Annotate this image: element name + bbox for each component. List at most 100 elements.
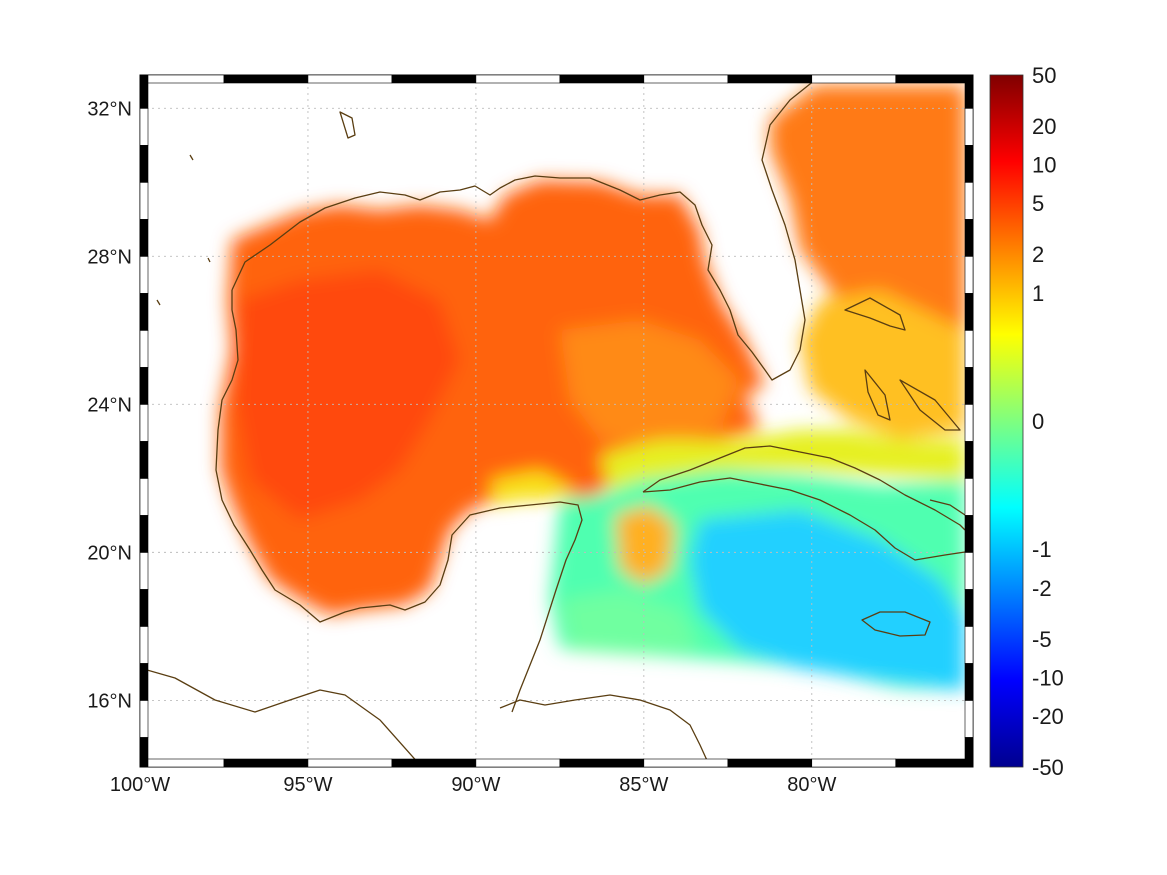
islands-north: [156, 111, 356, 306]
lon-tick-label: 90°W: [451, 774, 500, 796]
frame-segment-top: [307, 74, 393, 84]
graticule: [140, 75, 973, 767]
frame-segment-right: [964, 478, 974, 516]
cuba-coast: [642, 445, 966, 561]
colorbar-tick-label: -20: [1032, 704, 1064, 729]
frame-segment-bottom: [811, 758, 897, 768]
frame-segment-right: [964, 256, 974, 294]
frame-segment-bottom: [391, 758, 477, 768]
lat-tick-label: 32°N: [87, 98, 132, 120]
frame-segment-left: [139, 552, 149, 590]
colorbar-tick-label: -2: [1032, 576, 1052, 601]
frame-segment-bottom: [223, 758, 309, 768]
atlantic-field: [770, 85, 965, 360]
frame-segment-right: [964, 74, 974, 109]
caribbean-cyan: [690, 510, 965, 690]
caribbean-south-green: [560, 590, 700, 655]
frame-segment-right: [964, 182, 974, 220]
frame-segment-right: [964, 663, 974, 701]
frame-segment-right: [964, 330, 974, 368]
frame-segment-left: [139, 219, 149, 257]
frame-segment-left: [139, 256, 149, 294]
frame-segment-left: [139, 589, 149, 627]
colorbar-tick-label: 5: [1032, 191, 1044, 216]
frame-segment-left: [139, 663, 149, 701]
coastlines: [140, 79, 966, 767]
frame-segment-left: [139, 441, 149, 479]
frame-segment-left: [139, 330, 149, 368]
data-field: [220, 85, 965, 690]
frame-segment-bottom: [139, 758, 225, 768]
frame-segment-top: [391, 74, 477, 84]
lon-tick-label: 100°W: [110, 774, 170, 796]
gulf-field-hot: [235, 270, 460, 520]
lat-tick-label: 20°N: [87, 542, 132, 564]
lon-tick-label: 80°W: [787, 774, 836, 796]
frame-segment-right: [964, 145, 974, 183]
frame-segment-right: [964, 219, 974, 257]
jamaica-coast: [861, 611, 931, 637]
frame-segment-top: [475, 74, 561, 84]
gulf-coast-north: [140, 667, 421, 766]
frame-segment-right: [964, 589, 974, 627]
bahamas-coast: [844, 297, 966, 516]
colorbar-tick-label: 0: [1032, 409, 1044, 434]
frame-segment-top: [223, 74, 309, 84]
colorbar-tick-label: -10: [1032, 665, 1064, 690]
colorbar-tick-label: -50: [1032, 755, 1064, 780]
frame-segment-right: [964, 108, 974, 146]
lon-tick-label: 95°W: [283, 774, 332, 796]
gulf-field-warm-east: [560, 320, 740, 450]
colorbar-ramp: [990, 75, 1023, 767]
frame-segment-top: [727, 74, 813, 84]
frame-segment-left: [139, 145, 149, 183]
mexico-gulf-coast: [215, 290, 583, 713]
colorbar-tick-label: 2: [1032, 242, 1044, 267]
lat-axis: 16°N 20°N 24°N 28°N 32°N: [87, 98, 132, 712]
frame-segment-left: [139, 74, 149, 109]
lat-tick-label: 28°N: [87, 246, 132, 268]
frame-segment-bottom: [559, 758, 645, 768]
frame-segment-left: [139, 182, 149, 220]
frame-segment-bottom: [895, 758, 974, 768]
colorbar-tick-label: -1: [1032, 537, 1052, 562]
frame-segment-left: [139, 700, 149, 738]
map-frame: [139, 74, 974, 768]
frame-segment-bottom: [643, 758, 729, 768]
frame-segment-bottom: [727, 758, 813, 768]
bahamas-field: [800, 290, 965, 440]
lat-tick-label: 24°N: [87, 394, 132, 416]
frame-segment-left: [139, 737, 149, 768]
frame-segment-right: [964, 515, 974, 553]
colorbar-tick-label: -5: [1032, 627, 1052, 652]
frame-segment-bottom: [307, 758, 393, 768]
frame-segment-right: [964, 367, 974, 405]
yucatan-channel-yellow: [490, 470, 575, 505]
frame-segment-right: [964, 441, 974, 479]
us-gulf-coast: [231, 79, 816, 381]
frame-segment-right: [964, 737, 974, 768]
frame-segment-top: [643, 74, 729, 84]
lat-tick-label: 16°N: [87, 690, 132, 712]
frame-segment-left: [139, 367, 149, 405]
frame-segment-left: [139, 293, 149, 331]
caribbean-yellow-blob: [615, 505, 675, 585]
lon-tick-label: 85°W: [619, 774, 668, 796]
frame-segment-left: [139, 515, 149, 553]
frame-segment-top: [559, 74, 645, 84]
colorbar-tick-label: 1: [1032, 281, 1044, 306]
frame-segment-right: [964, 552, 974, 590]
frame-segment-bottom: [475, 758, 561, 768]
frame-segment-right: [964, 404, 974, 442]
frame-segment-top: [139, 74, 225, 84]
frame-segment-left: [139, 478, 149, 516]
frame-segment-left: [139, 626, 149, 664]
colorbar-tick-label: 10: [1032, 153, 1056, 178]
lon-axis: 100°W 95°W 90°W 85°W 80°W: [110, 774, 837, 796]
central-america-coast: [499, 694, 711, 767]
frame-segment-left: [139, 404, 149, 442]
colorbar-tick-label: 20: [1032, 114, 1056, 139]
